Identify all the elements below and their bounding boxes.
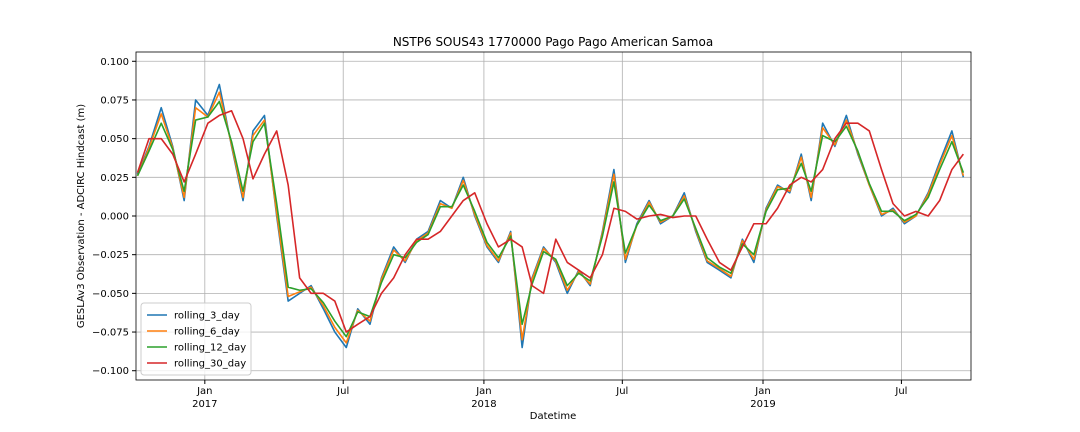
legend-label: rolling_6_day [174,327,240,338]
y-tick-label: −0.075 [92,328,129,339]
plot-frame [135,51,972,381]
y-tick-label: 0.100 [100,57,129,68]
y-tick-label: −0.100 [92,366,129,377]
legend-label: rolling_12_day [174,343,246,354]
legend-label: rolling_30_day [174,359,246,370]
y-tick-label: 0.050 [100,134,129,145]
y-tick-label: −0.050 [92,289,129,300]
series-line [136,100,965,338]
x-tick-label: Jul [615,386,628,397]
legend-label: rolling_3_day [174,311,240,322]
chart-title: NSTP6 SOUS43 1770000 Pago Pago American … [393,35,713,49]
x-tick-label: Jan 2018 [471,386,496,410]
x-tick-label: Jan 2019 [750,386,775,410]
y-tick-label: 0.025 [100,173,129,184]
x-tick-label: Jul [336,386,349,397]
y-tick-label: −0.025 [92,250,129,261]
x-axis-label: Datetime [530,411,577,422]
y-tick-label: 0.000 [100,212,129,223]
legend-box [140,302,252,376]
x-tick-label: Jul [894,386,907,397]
y-axis-label: GESLAv3 Observation - ADCIRC Hindcast (m… [76,104,87,328]
series-line [136,109,964,333]
y-tick-label: 0.075 [100,95,129,106]
x-tick-label: Jan 2017 [192,386,217,410]
